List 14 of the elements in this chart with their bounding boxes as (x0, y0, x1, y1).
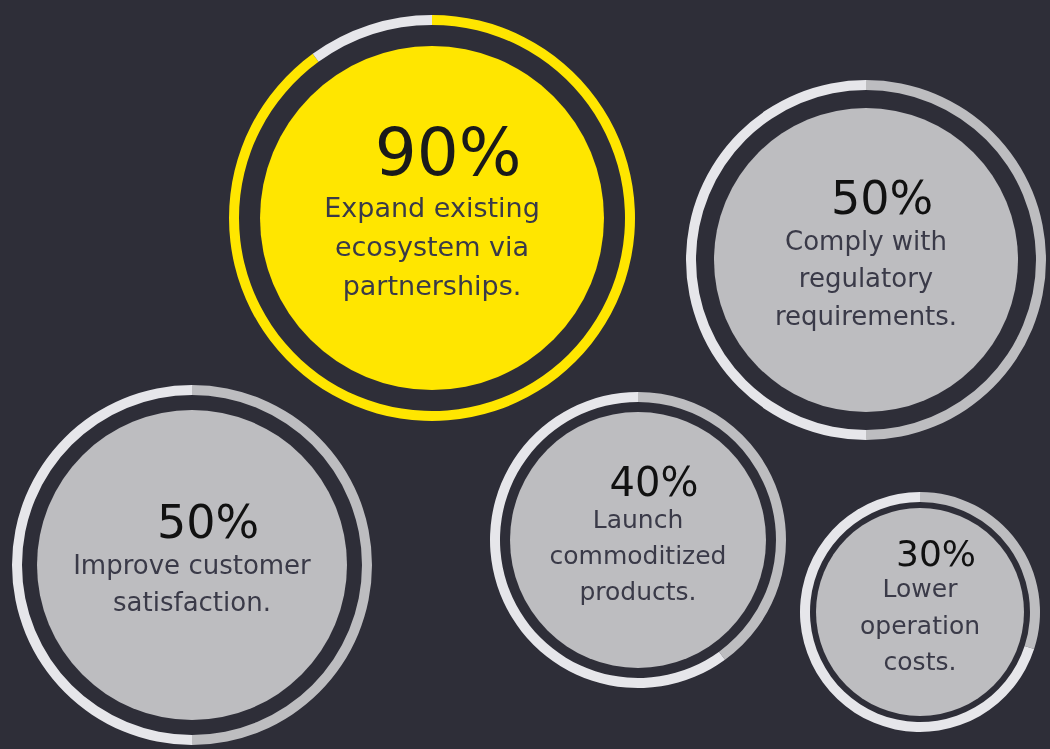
donut-slice (229, 15, 635, 421)
donut-slice (490, 392, 725, 688)
data-label: 30% (895, 532, 977, 574)
slice-label: Improve customer satisfaction. (73, 549, 312, 618)
data-label: 50% (830, 171, 934, 226)
slice-label: Expand existing ecosystem via partnerships. (324, 191, 540, 301)
slice-label: Launch commoditized products. (549, 504, 727, 607)
donut-slice (312, 15, 432, 62)
donut-slice (800, 492, 1035, 732)
data-label: 50% (156, 495, 260, 549)
data-label: 40% (609, 458, 699, 505)
slice-label: Lower operation costs. (859, 574, 981, 676)
data-label: 90% (374, 113, 522, 191)
slice-label: Comply with regulatory requirements. (774, 225, 958, 332)
